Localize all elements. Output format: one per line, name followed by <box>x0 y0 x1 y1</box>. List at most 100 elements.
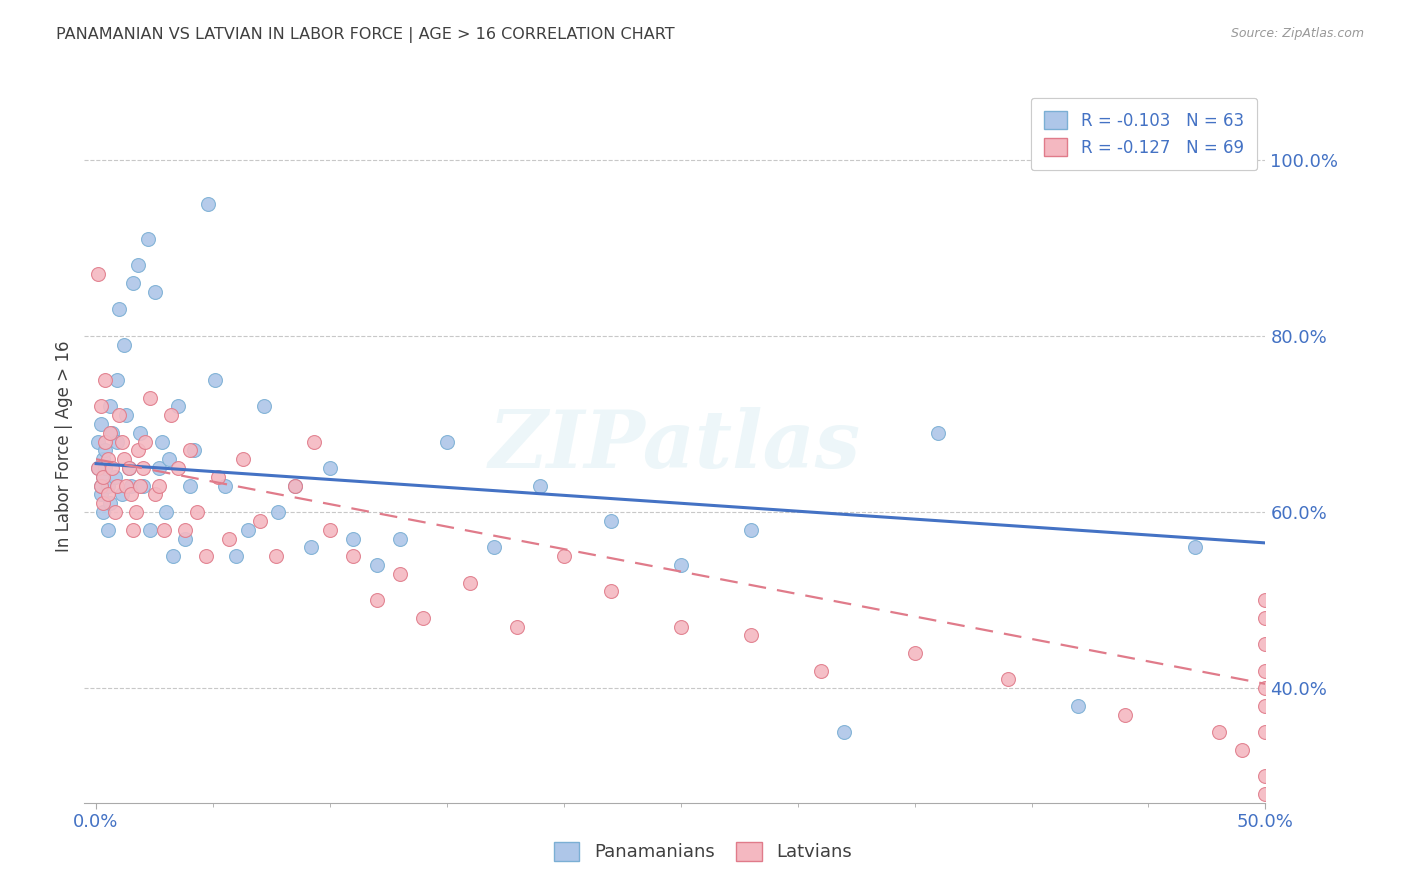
Point <box>136 232 159 246</box>
Point <box>669 558 692 572</box>
Point <box>155 505 177 519</box>
Point <box>129 425 152 440</box>
Point <box>529 478 551 492</box>
Point <box>284 478 307 492</box>
Point <box>87 461 110 475</box>
Point <box>997 673 1019 687</box>
Point <box>342 549 364 563</box>
Point <box>249 514 271 528</box>
Point <box>253 400 276 414</box>
Point <box>834 725 856 739</box>
Point <box>669 619 692 633</box>
Point <box>179 478 201 492</box>
Point <box>97 478 120 492</box>
Point <box>740 523 762 537</box>
Point <box>97 452 120 467</box>
Point <box>105 478 128 492</box>
Point <box>1254 787 1277 801</box>
Point <box>174 523 197 537</box>
Point <box>186 505 208 519</box>
Point <box>105 373 128 387</box>
Point <box>112 452 135 467</box>
Point <box>90 417 112 431</box>
Point <box>90 478 112 492</box>
Point <box>143 285 166 299</box>
Point <box>97 487 120 501</box>
Point <box>162 549 184 563</box>
Point <box>1254 725 1277 739</box>
Point <box>599 514 621 528</box>
Point <box>389 532 412 546</box>
Point <box>98 400 121 414</box>
Point <box>1254 698 1277 713</box>
Point <box>302 434 325 449</box>
Point <box>91 452 114 467</box>
Point <box>127 259 149 273</box>
Point <box>111 487 134 501</box>
Point <box>91 505 114 519</box>
Text: ZIPatlas: ZIPatlas <box>489 408 860 484</box>
Legend: R = -0.103   N = 63, R = -0.127   N = 69: R = -0.103 N = 63, R = -0.127 N = 69 <box>1031 97 1257 169</box>
Point <box>1254 769 1277 783</box>
Point <box>125 505 148 519</box>
Point <box>319 461 342 475</box>
Point <box>87 461 110 475</box>
Point <box>1254 611 1277 625</box>
Point <box>214 478 236 492</box>
Point <box>94 443 117 458</box>
Point <box>740 628 762 642</box>
Point <box>108 302 131 317</box>
Point <box>87 267 110 281</box>
Point <box>927 425 949 440</box>
Point <box>120 487 142 501</box>
Point <box>118 461 141 475</box>
Point <box>97 523 120 537</box>
Point <box>218 532 240 546</box>
Point <box>94 434 117 449</box>
Point <box>810 664 832 678</box>
Point <box>1254 593 1277 607</box>
Point <box>120 478 142 492</box>
Point <box>1114 707 1136 722</box>
Point <box>183 443 205 458</box>
Point <box>90 487 112 501</box>
Point <box>599 584 621 599</box>
Point <box>91 470 114 484</box>
Point <box>150 434 173 449</box>
Point <box>1184 541 1206 555</box>
Point <box>111 434 134 449</box>
Point <box>139 391 162 405</box>
Point <box>122 523 145 537</box>
Point <box>1254 637 1277 651</box>
Point <box>91 470 114 484</box>
Point <box>553 549 575 563</box>
Point <box>1067 698 1090 713</box>
Point <box>179 443 201 458</box>
Point <box>197 196 219 211</box>
Point <box>132 478 155 492</box>
Point <box>160 408 183 422</box>
Point <box>115 478 138 492</box>
Point <box>87 434 110 449</box>
Point <box>458 575 481 590</box>
Point <box>101 461 124 475</box>
Point <box>90 478 112 492</box>
Point <box>284 478 307 492</box>
Point <box>1254 664 1277 678</box>
Point <box>342 532 364 546</box>
Point <box>174 532 197 546</box>
Point <box>366 593 388 607</box>
Point <box>115 408 138 422</box>
Point <box>153 523 176 537</box>
Point <box>1208 725 1230 739</box>
Y-axis label: In Labor Force | Age > 16: In Labor Force | Age > 16 <box>55 340 73 552</box>
Point <box>148 461 170 475</box>
Point <box>139 523 162 537</box>
Point <box>225 549 247 563</box>
Point <box>1254 681 1277 696</box>
Point <box>167 461 190 475</box>
Point <box>134 434 156 449</box>
Text: Source: ZipAtlas.com: Source: ZipAtlas.com <box>1230 27 1364 40</box>
Point <box>122 276 145 290</box>
Point <box>412 611 434 625</box>
